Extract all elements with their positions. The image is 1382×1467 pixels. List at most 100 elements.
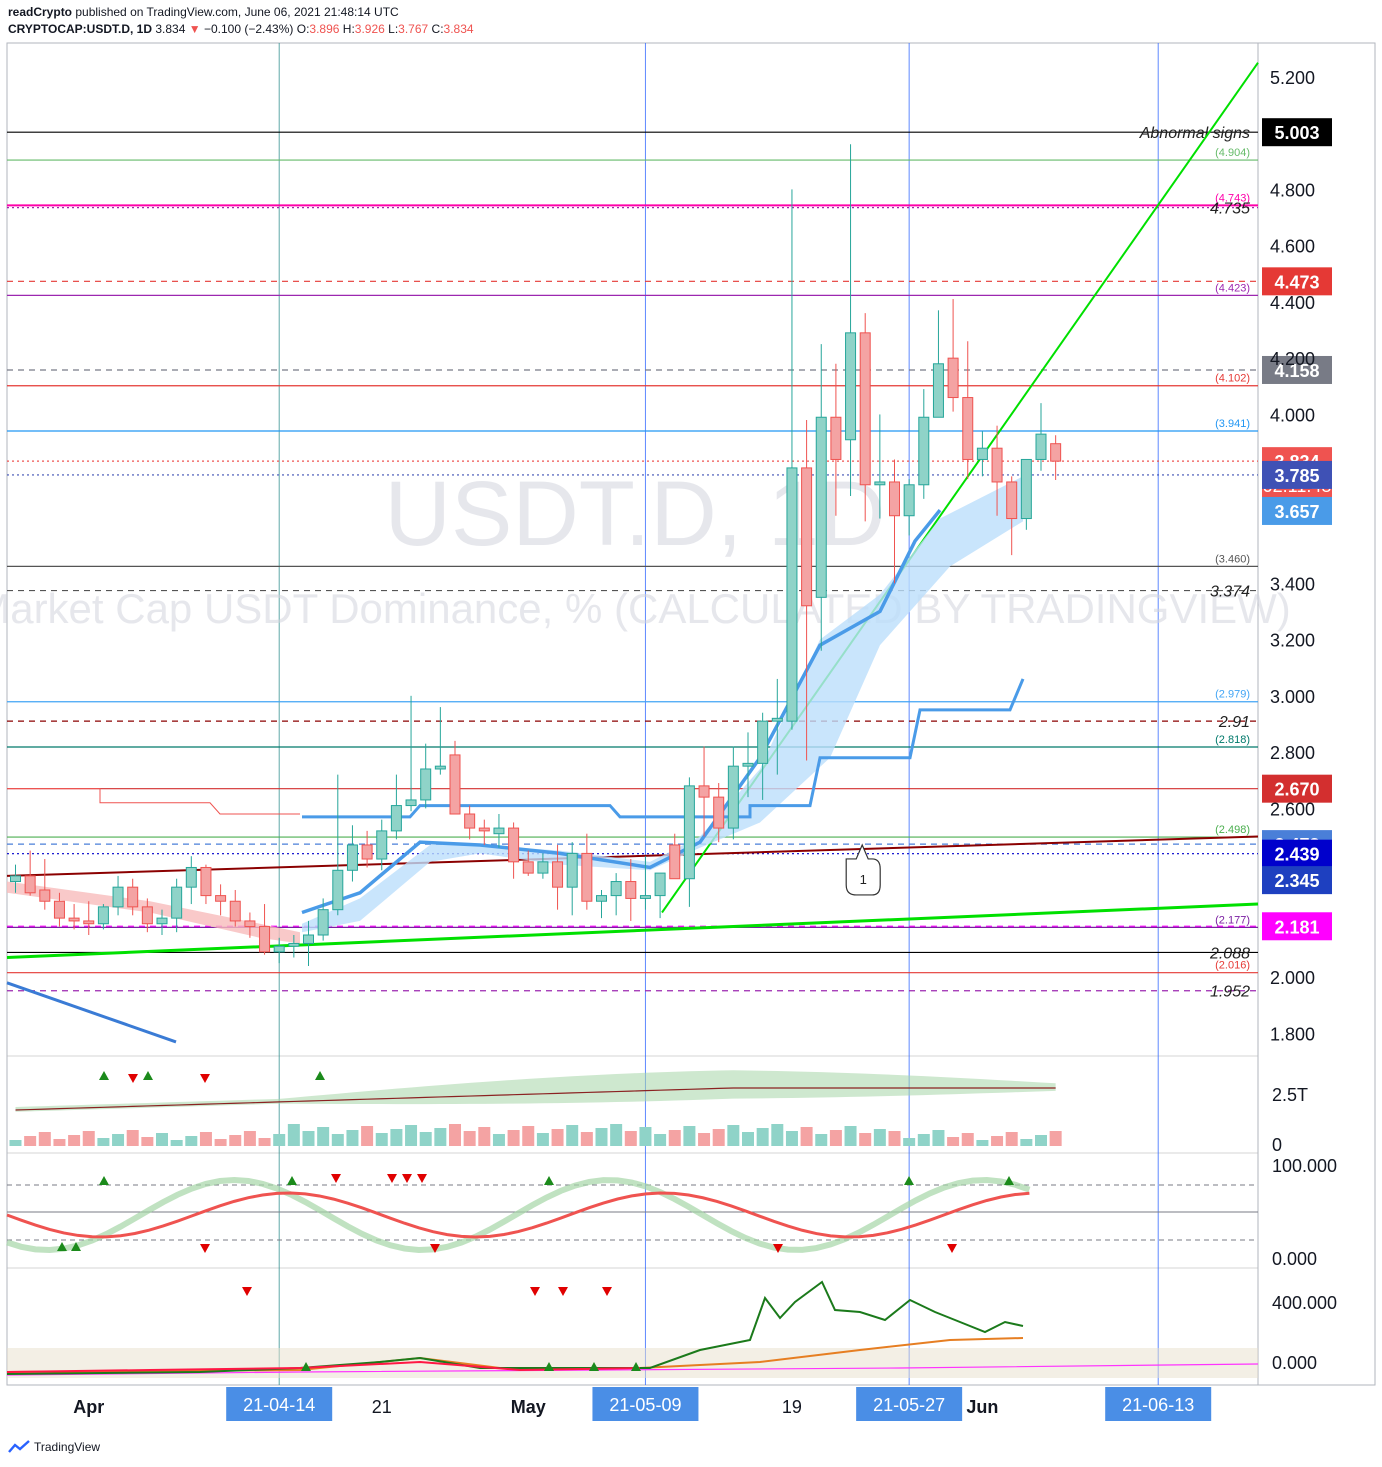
- close-value: 3.834: [443, 22, 474, 36]
- volume-bar: [214, 1139, 227, 1146]
- volume-bar: [258, 1138, 271, 1146]
- price-badge-value: 3.785: [1274, 466, 1319, 486]
- signal-down-icon: [128, 1074, 138, 1083]
- volume-bar: [639, 1127, 652, 1146]
- price-tick: 3.400: [1270, 574, 1315, 594]
- price-badge-bg: [1262, 774, 1332, 803]
- signal-down-icon: [947, 1244, 957, 1253]
- open-value: 3.896: [309, 22, 340, 36]
- level-tag: (2.818): [1215, 734, 1250, 746]
- price-badge: 2.439: [1262, 839, 1332, 868]
- candle-body: [639, 895, 651, 899]
- candle-body: [889, 481, 900, 517]
- candle-body: [537, 861, 549, 874]
- pink-band: [7, 881, 300, 944]
- price-badge-value: 2.670: [1274, 780, 1319, 800]
- candle-body: [698, 785, 710, 798]
- price-axis[interactable]: 5.200 4.800 4.600 4.400 4.200 4.000 3.400 3.200…: [1270, 68, 1315, 1045]
- price-badge-value: 2.439: [1274, 845, 1319, 865]
- level-tag: (2.498): [1215, 824, 1250, 836]
- symbol-name[interactable]: CRYPTOCAP:USDT.D, 1D: [8, 22, 153, 36]
- volume-bar: [888, 1131, 901, 1146]
- price-badge-value: 4.473: [1274, 272, 1319, 292]
- signal-down-icon: [402, 1174, 412, 1183]
- price-tick: 5.200: [1270, 68, 1315, 88]
- price-tick: 4.400: [1270, 293, 1315, 313]
- volume-bar: [405, 1125, 418, 1146]
- candle: [742, 732, 754, 798]
- candle-body: [830, 416, 842, 460]
- signal-down-icon: [387, 1174, 397, 1183]
- price-badge-bg: [1262, 912, 1332, 941]
- volume-bar: [24, 1136, 37, 1146]
- volume-bar: [961, 1133, 974, 1146]
- candle: [449, 740, 461, 815]
- volume-bar: [361, 1126, 374, 1146]
- indicator-overlays: 1: [6, 62, 1259, 1044]
- candle-body: [508, 827, 520, 863]
- footer-brand[interactable]: TradingView: [34, 1440, 101, 1454]
- volume-bar: [68, 1135, 81, 1146]
- level-label: 2.088: [1209, 945, 1250, 962]
- price-tick: 3.200: [1270, 631, 1315, 651]
- blue-step-line: [302, 678, 1025, 819]
- candle-body: [610, 881, 622, 897]
- volume-bar: [331, 1134, 344, 1146]
- volume-bar: [156, 1133, 168, 1146]
- candle-body: [903, 484, 915, 517]
- volume-bar: [199, 1132, 212, 1146]
- time-axis[interactable]: 21-04-14 21-05-09 21-05-27 21-06-13 Apr 21 May…: [73, 1387, 1212, 1421]
- volume-bar: [624, 1131, 637, 1146]
- magenta-line: [6, 1363, 1259, 1376]
- low-label: L:: [388, 22, 399, 36]
- volume-bar: [507, 1130, 520, 1146]
- publisher-name[interactable]: readCrypto: [8, 5, 73, 19]
- candle: [1050, 435, 1062, 480]
- time-tick: Apr: [73, 1397, 104, 1417]
- chart-border: [6, 42, 1376, 1386]
- level-label: 1.952: [1210, 984, 1250, 1001]
- candle: [346, 825, 358, 882]
- price-badge-value: 5.003: [1274, 123, 1319, 143]
- candle-body: [566, 852, 578, 888]
- candle-body: [317, 909, 329, 936]
- volume-bar: [536, 1133, 549, 1146]
- candle-body: [376, 830, 388, 860]
- level-tag: (4.743): [1215, 192, 1250, 204]
- volume-bar: [375, 1133, 388, 1146]
- high-value: 3.926: [354, 22, 385, 36]
- volume-bar: [668, 1130, 681, 1146]
- candle: [698, 746, 710, 837]
- price-badge-value: 3.657: [1274, 502, 1319, 522]
- candle: [478, 819, 490, 845]
- volume-bar: [903, 1138, 916, 1146]
- candle-body: [683, 785, 695, 880]
- candle: [420, 743, 432, 809]
- candle-body: [771, 717, 783, 722]
- price-badge: 3.657: [1262, 496, 1332, 525]
- level-label: Abnormal signs: [1139, 125, 1250, 142]
- candle: [874, 414, 886, 519]
- price-badge-bg: [1262, 355, 1332, 384]
- candle: [669, 833, 681, 880]
- level-label: 3.374: [1210, 584, 1250, 601]
- price-badge: 4.158: [1262, 355, 1332, 384]
- level-tag: (2.016): [1215, 960, 1250, 972]
- close-label: C:: [431, 22, 444, 36]
- volume-ma-line: [15, 1087, 1056, 1111]
- date-marker-bg: [1105, 1387, 1212, 1421]
- candle: [434, 707, 446, 775]
- watermark: USDT.D, 1D Market Cap USDT Dominance, % …: [0, 463, 1291, 632]
- volume-bar: [97, 1138, 110, 1146]
- candle-body: [346, 844, 358, 871]
- candle-body: [478, 827, 490, 832]
- candle-body: [112, 886, 124, 908]
- candle-body: [801, 467, 813, 607]
- candle-body: [918, 416, 930, 486]
- time-tick: Jun: [966, 1397, 998, 1417]
- candle: [53, 892, 65, 927]
- volume-bar: [991, 1136, 1004, 1146]
- candle-body: [127, 886, 139, 908]
- price-badge-value: 2.345: [1274, 871, 1319, 891]
